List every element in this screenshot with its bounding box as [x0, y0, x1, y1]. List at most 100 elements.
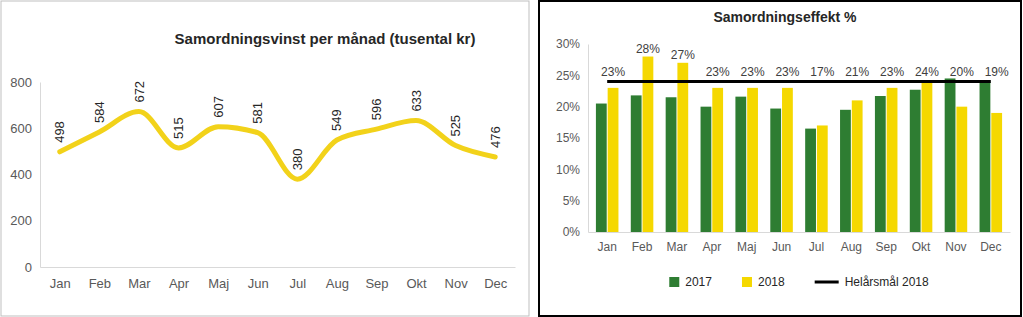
legend-item: 2018: [742, 275, 785, 289]
legend-swatch: [742, 277, 752, 287]
x-tick-label: Dec: [484, 276, 508, 291]
x-tick: Okt: [912, 232, 931, 254]
x-tick-label: Jul: [809, 240, 824, 254]
data-label: 515: [171, 117, 186, 139]
y-tick-label: 600: [10, 121, 32, 136]
legend-label: 2018: [758, 275, 785, 289]
bar: [631, 95, 642, 232]
x-tick-label: Jan: [50, 276, 71, 291]
line: [607, 80, 991, 83]
data-label: 27%: [671, 48, 695, 62]
x-tick-label: Maj: [737, 240, 756, 254]
y-tick: 0%: [563, 225, 588, 239]
y-tick: 800: [10, 75, 40, 90]
legend-item: Helårsmål 2018: [815, 275, 929, 289]
data-label: 476: [488, 126, 503, 148]
x-tick: Aug: [841, 232, 862, 254]
y-tick: 25%: [556, 69, 588, 83]
x-tick: Okt: [406, 267, 427, 291]
y-tick: 400: [10, 167, 40, 182]
x-axis-line: [41, 267, 516, 268]
x-tick: Nov: [945, 232, 966, 254]
x-tick: Feb: [89, 267, 111, 291]
data-label: 607: [211, 96, 226, 118]
x-tick-label: Feb: [89, 276, 111, 291]
bar: [677, 63, 688, 232]
data-label: 525: [448, 115, 463, 137]
x-tick-label: Apr: [169, 276, 190, 291]
data-label: 672: [132, 81, 147, 103]
y-tick: 0: [25, 260, 40, 275]
x-tick: Jul: [289, 267, 306, 291]
y-axis-line: [588, 45, 589, 233]
chart: Samordningseffekt %0%5%10%15%20%25%30%Ja…: [556, 9, 1011, 289]
panel-frame: [1, 1, 529, 316]
y-tick-label: 30%: [556, 37, 580, 51]
x-tick-label: Maj: [208, 276, 229, 291]
bar: [770, 109, 781, 232]
data-label: 581: [250, 102, 265, 124]
bar: [875, 96, 886, 232]
y-tick-label: 20%: [556, 100, 580, 114]
panel-frame: [539, 1, 1021, 316]
x-tick: Jun: [248, 267, 269, 291]
y-tick-label: 10%: [556, 163, 580, 177]
x-tick-label: Mar: [128, 276, 151, 291]
bar: [747, 88, 758, 232]
data-label: 584: [92, 101, 107, 123]
y-tick: 30%: [556, 37, 588, 51]
chart: Samordningsvinst per månad (tusental kr)…: [10, 30, 515, 291]
bar: [712, 88, 723, 232]
legend-swatch: [669, 277, 679, 287]
marks: [60, 112, 495, 180]
x-tick-label: Aug: [326, 276, 349, 291]
line: [60, 112, 495, 180]
bar: [782, 88, 793, 232]
y-tick-label: 800: [10, 75, 32, 90]
bar: [922, 82, 933, 232]
bar: [887, 88, 898, 232]
data-labels: 23%28%27%23%23%23%17%21%23%24%20%19%: [601, 42, 1009, 79]
y-tick: 10%: [556, 163, 588, 177]
x-axis: JanFebMarAprMajJunJulAugSepOktNovDec: [589, 232, 1011, 254]
legend-swatch: [815, 281, 839, 284]
x-tick: Jan: [598, 232, 617, 254]
x-tick: Jun: [772, 232, 791, 254]
x-axis-line: [589, 232, 1011, 233]
chart-title: Samordningseffekt %: [713, 9, 857, 25]
x-axis: Jan Feb Mar Apr Maj Jun Jul Aug Sep Okt Nov Dec: [41, 267, 516, 291]
data-label: 17%: [810, 65, 834, 79]
bar: [666, 97, 677, 232]
y-tick: 600: [10, 121, 40, 136]
x-tick-label: Okt: [406, 276, 427, 291]
bar: [945, 78, 956, 232]
x-tick: Apr: [702, 232, 721, 254]
data-label: 21%: [845, 65, 869, 79]
data-labels: 498584672515607581380549596633525476: [52, 81, 502, 170]
x-tick-label: Mar: [667, 240, 688, 254]
x-tick-label: Sep: [365, 276, 388, 291]
bar: [956, 107, 967, 232]
y-tick-label: 0: [25, 260, 32, 275]
x-tick: Aug: [326, 267, 349, 291]
x-tick-label: Nov: [445, 276, 469, 291]
bar: [596, 104, 607, 232]
bar: [817, 125, 828, 232]
chart-title: Samordningsvinst per månad (tusental kr): [175, 30, 476, 47]
x-tick: Dec: [484, 267, 508, 291]
y-tick: 5%: [563, 194, 588, 208]
x-tick: Nov: [445, 267, 469, 291]
x-tick: Mar: [667, 232, 688, 254]
data-label: 23%: [706, 65, 730, 79]
y-axis: 0200400600800: [10, 75, 40, 275]
bar: [805, 129, 816, 232]
legend-label: 2017: [685, 275, 712, 289]
x-tick-label: Okt: [912, 240, 931, 254]
y-tick-label: 25%: [556, 69, 580, 83]
x-tick-label: Jun: [248, 276, 269, 291]
x-tick-label: Feb: [632, 240, 653, 254]
canvas: Samordningsvinst per månad (tusental kr)…: [0, 0, 1023, 317]
bar: [735, 97, 746, 232]
data-label: 23%: [880, 65, 904, 79]
marks: [596, 57, 1002, 232]
